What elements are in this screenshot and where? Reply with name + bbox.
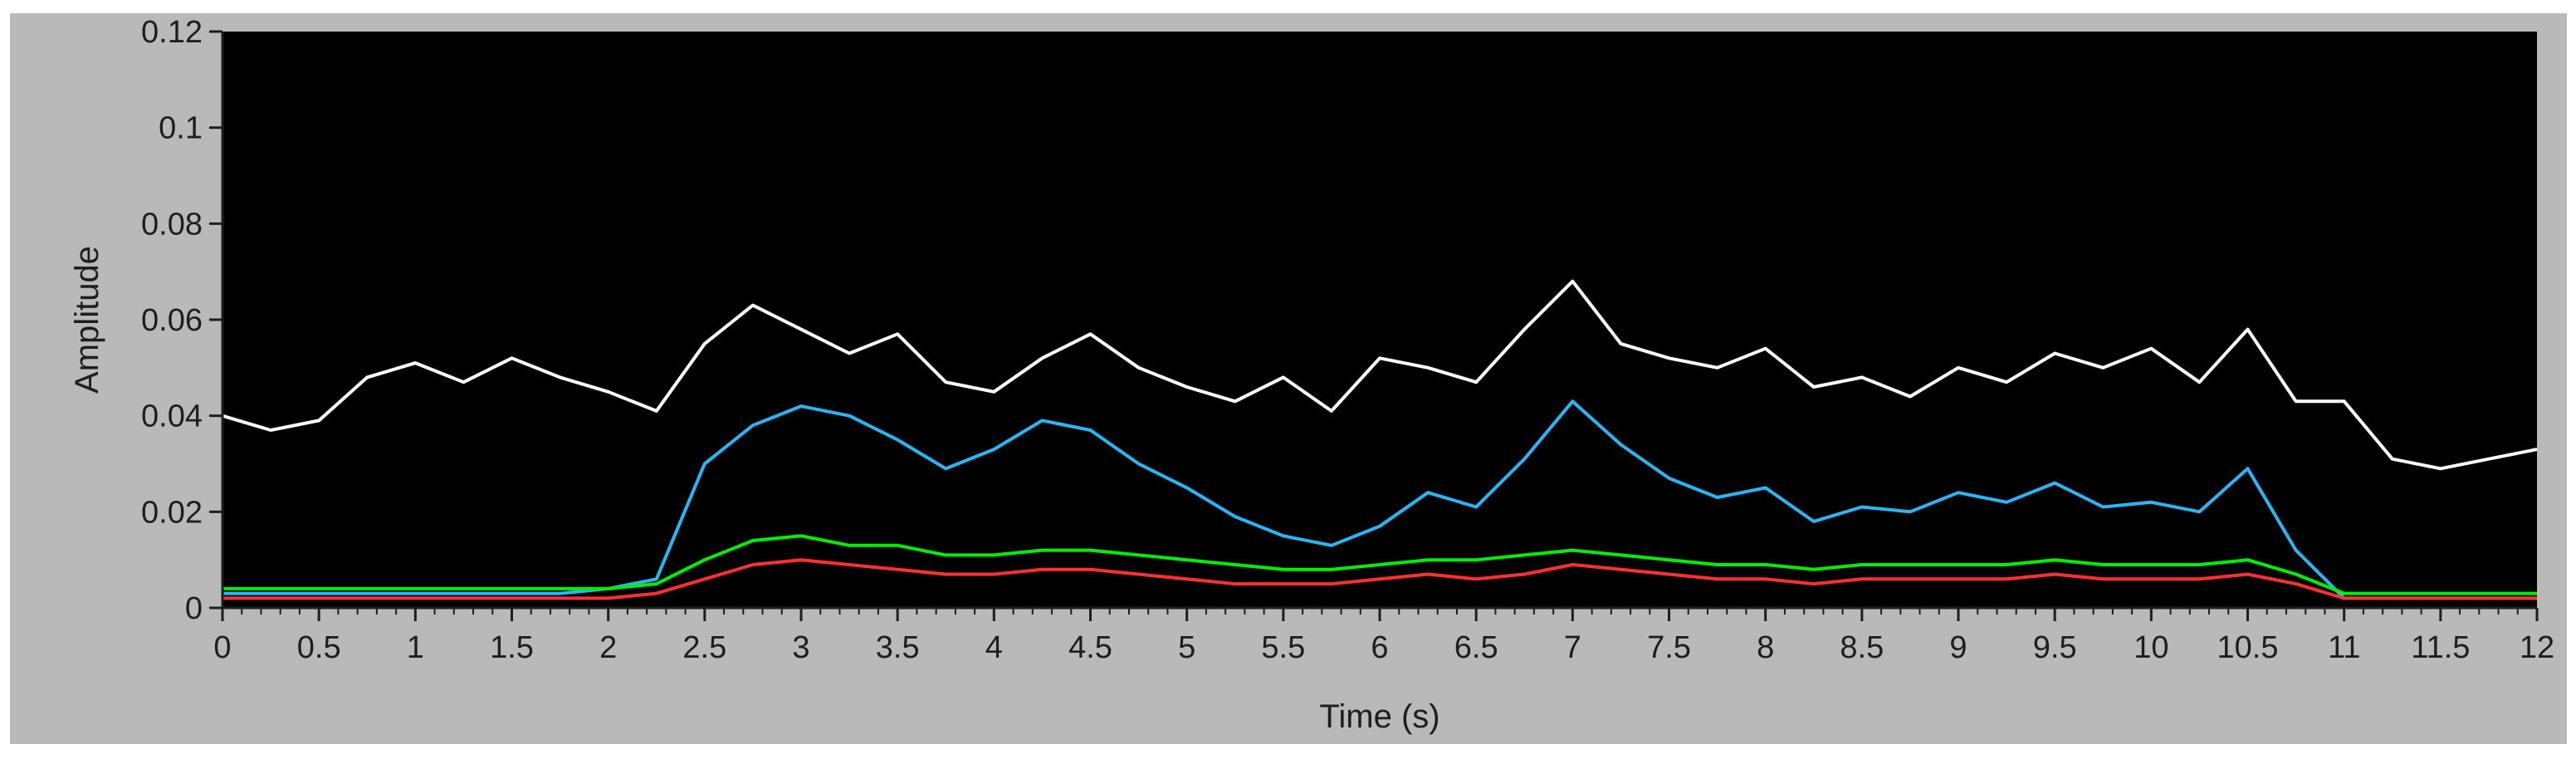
plot-area xyxy=(222,32,2537,608)
series-layer xyxy=(222,279,2538,600)
series-line-1 xyxy=(222,279,2538,471)
x-tick-label: 8 xyxy=(1757,630,1774,665)
x-tick-label: 1 xyxy=(407,630,424,665)
x-tick-label: 7.5 xyxy=(1647,630,1691,665)
y-tick-label: 0.02 xyxy=(141,495,203,530)
x-tick-label: 4 xyxy=(985,630,1003,665)
x-tick-label: 6.5 xyxy=(1454,630,1498,665)
x-axis-label: Time (s) xyxy=(1319,698,1440,735)
x-tick-label: 9 xyxy=(1949,630,1967,665)
x-tick-label: 4.5 xyxy=(1068,630,1112,665)
x-tick-label: 3 xyxy=(792,630,809,665)
x-tick-label: 8.5 xyxy=(1840,630,1884,665)
x-tick-label: 10.5 xyxy=(2217,630,2279,665)
y-axis-ticks: 0 0.02 0.04 0.06 0.08 0.1 0.12 xyxy=(141,15,222,626)
y-tick-label: 0.04 xyxy=(141,399,203,434)
series-line-3 xyxy=(222,534,2537,595)
x-tick-label: 11.5 xyxy=(2411,630,2470,665)
x-tick-label: 6 xyxy=(1371,630,1388,665)
x-tick-label: 11 xyxy=(2328,630,2360,665)
y-axis-label: Amplitude xyxy=(69,246,105,394)
x-tick-label: 0.5 xyxy=(297,630,341,665)
series-line-4 xyxy=(222,558,2537,600)
x-tick-label: 5.5 xyxy=(1261,630,1305,665)
y-tick-label: 0 xyxy=(185,591,203,626)
x-tick-label: 12 xyxy=(2520,630,2554,665)
x-tick-label: 0 xyxy=(213,630,231,665)
y-tick-label: 0.08 xyxy=(141,207,203,242)
x-tick-label: 7 xyxy=(1564,630,1581,665)
x-tick-label: 9.5 xyxy=(2033,630,2077,665)
y-tick-label: 0.12 xyxy=(141,15,203,50)
x-axis-ticks: 0 0.5 1 1.5 2 2.5 3 3.5 4 4.5 5 5.5 6 6.5 7 7.5 8 8.5 9 9.5… xyxy=(213,608,2554,665)
x-tick-label: 3.5 xyxy=(876,630,920,665)
x-tick-label: 2.5 xyxy=(682,630,726,665)
x-tick-label: 2 xyxy=(599,630,617,665)
y-tick-label: 0.1 xyxy=(159,111,203,146)
x-tick-label: 1.5 xyxy=(490,630,534,665)
y-tick-label: 0.06 xyxy=(141,303,203,338)
x-tick-label: 10 xyxy=(2134,630,2168,665)
x-tick-label: 5 xyxy=(1178,630,1195,665)
